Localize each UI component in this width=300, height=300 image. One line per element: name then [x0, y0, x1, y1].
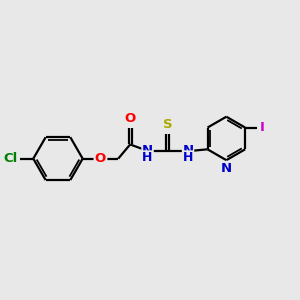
Text: Cl: Cl — [4, 152, 18, 165]
Text: H: H — [142, 151, 153, 164]
Text: O: O — [95, 152, 106, 165]
Text: O: O — [124, 112, 136, 125]
Text: I: I — [260, 121, 265, 134]
Text: S: S — [163, 118, 172, 131]
Text: N: N — [142, 144, 153, 157]
Text: N: N — [221, 162, 232, 175]
Text: H: H — [183, 151, 193, 164]
Text: N: N — [182, 144, 194, 157]
